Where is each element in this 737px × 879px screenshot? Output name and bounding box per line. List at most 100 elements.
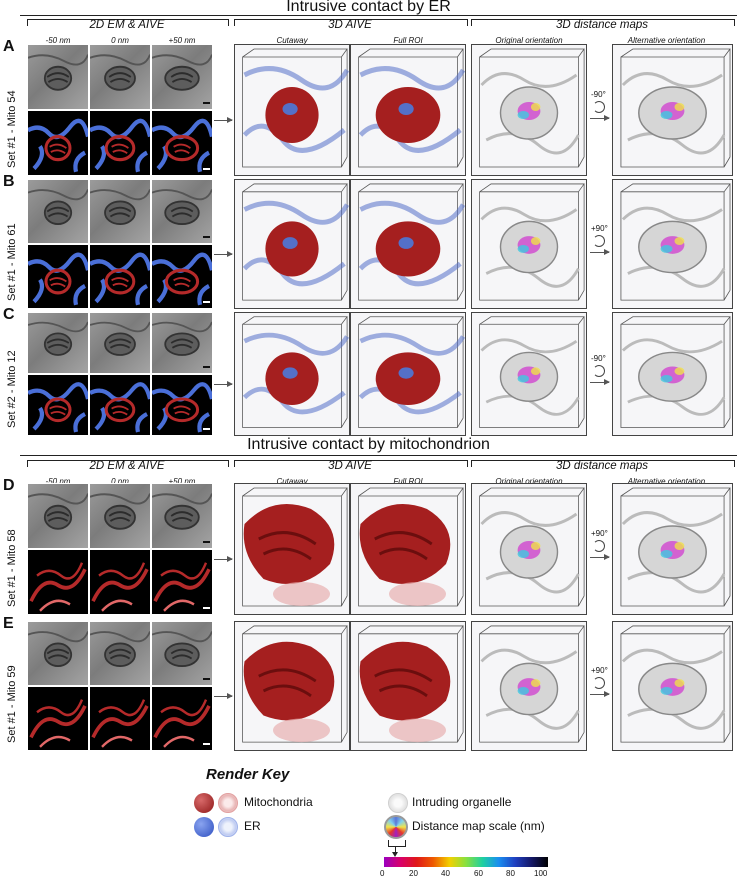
row-letter: D [3, 477, 15, 494]
row-arrow [214, 693, 233, 699]
original-orientation-panel [471, 483, 587, 615]
original-orientation-panel [471, 179, 587, 309]
render-key-title: Render Key [206, 766, 290, 783]
colorbar-tick-80: 80 [506, 869, 515, 878]
row-arrow [214, 117, 233, 123]
sub-alternative: Alternative orientation [627, 36, 706, 45]
sub-plus50: +50 nm [168, 36, 196, 45]
em-tile [151, 44, 213, 110]
scale-bar [203, 366, 210, 368]
rotation-icon [593, 365, 605, 377]
original-orientation-panel [471, 312, 587, 436]
section-divider [20, 455, 737, 456]
full-roi-panel [350, 483, 466, 615]
scale-bar [203, 541, 210, 543]
header-3d-distance-2: 3D distance maps [555, 460, 649, 472]
aive-tile [89, 549, 151, 615]
section-divider [20, 15, 737, 16]
sub-zero: 0 nm [111, 36, 129, 45]
intruding-swatch [388, 793, 408, 813]
aive-tile [27, 110, 89, 176]
em-tile [27, 44, 89, 110]
scale-bar [203, 678, 210, 680]
em-tile [89, 483, 151, 549]
rotation-arrow [590, 691, 610, 697]
er-transparent-swatch [218, 817, 238, 837]
colorbar-tick-0: 0 [380, 869, 385, 878]
original-orientation-panel [471, 44, 587, 176]
cutaway-panel [234, 312, 350, 436]
row-letter: E [3, 615, 14, 632]
em-tile [151, 179, 213, 244]
row-letter: C [3, 306, 15, 323]
row-label: Set #1 - Mito 58 [6, 529, 18, 607]
section-title-er: Intrusive contact by ER [286, 0, 451, 15]
em-tile [89, 621, 151, 686]
full-roi-panel [350, 44, 466, 176]
rotation-label: +90° [591, 224, 608, 233]
bracket-em [27, 19, 229, 26]
row-label: Set #2 - Mito 12 [6, 350, 18, 428]
em-tile [27, 621, 89, 686]
aive-tile [89, 244, 151, 309]
aive-tile [27, 549, 89, 615]
header-3d-distance: 3D distance maps [555, 19, 649, 31]
scale-bar [203, 428, 210, 430]
rotation-label: -90° [591, 90, 606, 99]
row-arrow [214, 556, 233, 562]
row-label: Set #1 - Mito 61 [6, 223, 18, 301]
alternative-orientation-panel [612, 621, 733, 751]
full-roi-panel [350, 179, 466, 309]
row-arrow [214, 251, 233, 257]
intruding-key-label: Intruding organelle [412, 795, 512, 809]
header-3d-aive-2: 3D AIVE [328, 460, 372, 472]
row-label: Set #1 - Mito 59 [6, 665, 18, 743]
er-solid-swatch [194, 817, 214, 837]
distance-map-pointer-head [392, 852, 398, 857]
scale-bar [203, 743, 210, 745]
aive-tile [27, 374, 89, 436]
cutaway-panel [234, 483, 350, 615]
aive-tile [89, 374, 151, 436]
rotation-icon [593, 101, 605, 113]
rotation-arrow [590, 554, 610, 560]
sub-cutaway: Cutaway [276, 36, 308, 45]
sub-full-roi: Full ROI [393, 477, 423, 486]
colorbar-tick-20: 20 [409, 869, 418, 878]
mito-solid-swatch [194, 793, 214, 813]
bracket-3d-dist-2 [471, 460, 735, 467]
scale-bar [203, 236, 210, 238]
alternative-orientation-panel [612, 483, 733, 615]
mito-key-label: Mitochondria [244, 795, 313, 809]
sub-minus50: -50 nm [45, 36, 71, 45]
colorbar-tick-40: 40 [441, 869, 450, 878]
distance-map-key-label: Distance map scale (nm) [412, 819, 545, 833]
row-letter: A [3, 38, 15, 55]
rotation-icon [593, 540, 605, 552]
aive-tile [89, 110, 151, 176]
bracket-3d-aive-2 [234, 460, 468, 467]
distance-map-pointer-arrow [395, 846, 396, 854]
em-tile [27, 483, 89, 549]
em-tile [89, 312, 151, 374]
sub-plus50: +50 nm [168, 477, 196, 486]
rotation-label: +90° [591, 666, 608, 675]
full-roi-panel [350, 312, 466, 436]
scale-bar [203, 168, 210, 170]
cutaway-panel [234, 44, 350, 176]
colorbar-tick-100: 100 [534, 869, 548, 878]
sub-cutaway: Cutaway [276, 477, 308, 486]
cutaway-panel [234, 179, 350, 309]
em-tile [27, 312, 89, 374]
em-tile [151, 483, 213, 549]
scale-bar [203, 301, 210, 303]
em-tile [89, 179, 151, 244]
em-tile [151, 312, 213, 374]
scale-bar [203, 607, 210, 609]
aive-tile [151, 110, 213, 176]
sub-original: Original orientation [495, 477, 563, 486]
full-roi-panel [350, 621, 466, 751]
rotation-label: +90° [591, 529, 608, 538]
row-arrow [214, 381, 233, 387]
alternative-orientation-panel [612, 44, 733, 176]
